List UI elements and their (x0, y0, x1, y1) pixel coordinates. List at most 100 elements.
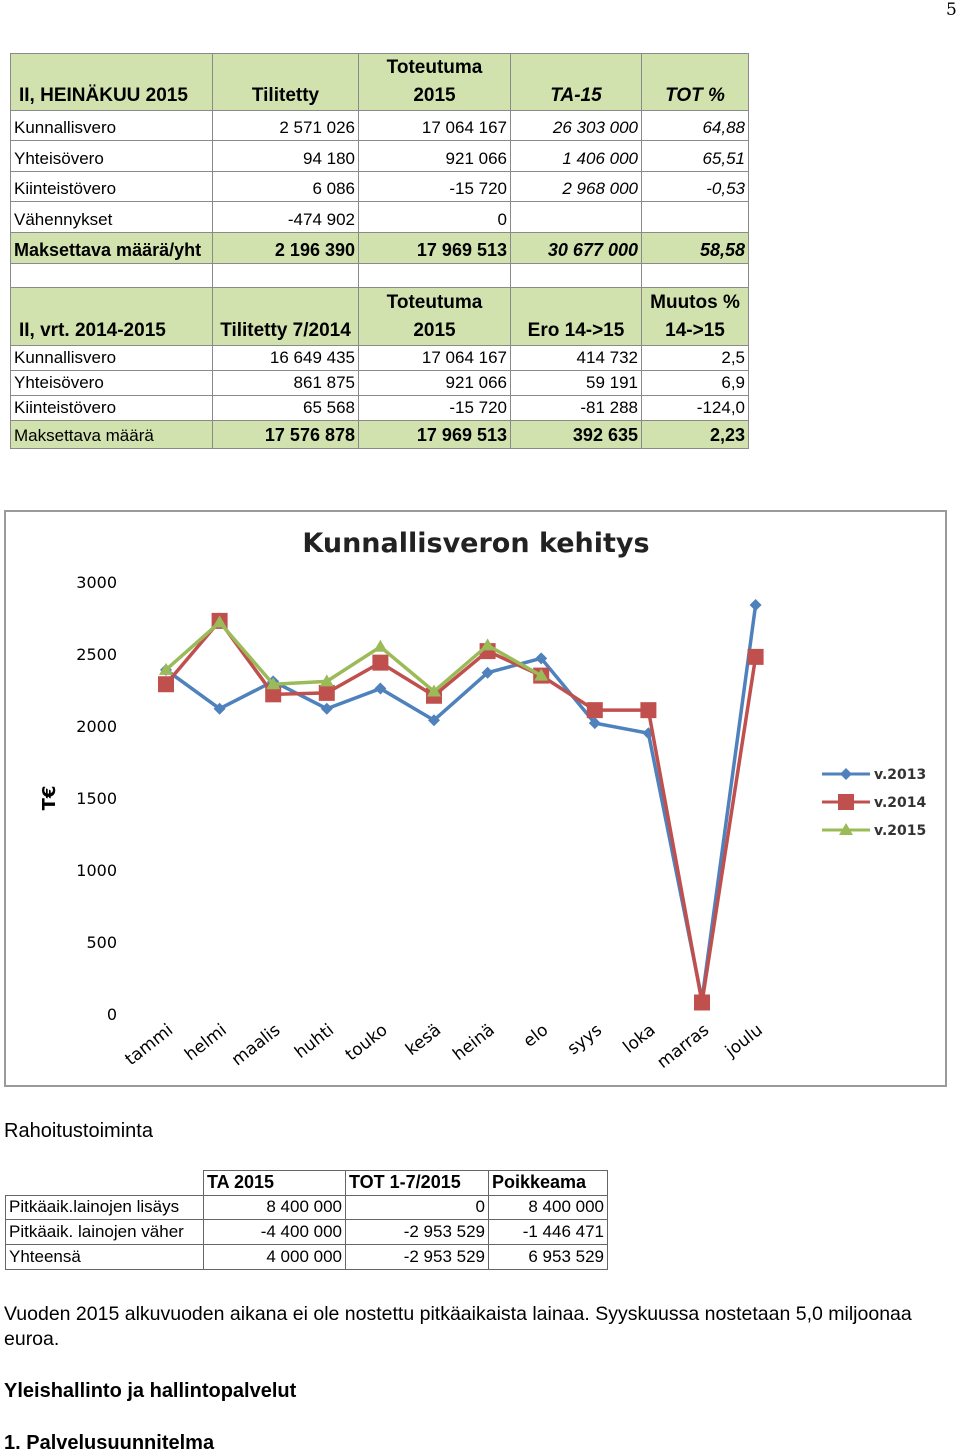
table-cell: 65 568 (212, 395, 359, 421)
table-cell: 392 635 (510, 420, 642, 449)
cell-text: 921 066 (445, 149, 507, 168)
table-cell: 6 086 (212, 171, 359, 202)
table-cell: Kiinteistövero (10, 395, 213, 421)
table-cell: 59 191 (510, 370, 642, 396)
marker (535, 652, 548, 665)
table-cell: 94 180 (212, 140, 359, 172)
marker (588, 717, 601, 730)
table-cell: 0 (358, 201, 511, 233)
cell-text: Vähennykset (14, 210, 113, 229)
cell-text: 17 576 878 (264, 425, 355, 445)
cell-text: Ero 14->15 (527, 320, 625, 341)
heading: 1. Palvelusuunnitelma (4, 1432, 215, 1454)
marker (428, 714, 440, 727)
marker (158, 676, 174, 693)
table-cell: 17 064 167 (358, 345, 511, 371)
marker (534, 668, 549, 681)
cell-text: TA 2015 (207, 1172, 275, 1192)
cell-text: 1 406 000 (562, 149, 638, 168)
marker (159, 662, 173, 675)
legend-marker (838, 794, 854, 810)
table-cell: 58,58 (641, 232, 749, 264)
table-cell: Vähennykset (10, 201, 213, 233)
y-axis-label: T€ (39, 786, 60, 811)
y-tick-label: 1500 (76, 789, 117, 808)
series-line (164, 604, 758, 1000)
table-cell: 8 400 000 (203, 1195, 346, 1220)
marker (374, 682, 387, 695)
legend-marker (840, 768, 852, 780)
cell-text: 6 086 (312, 179, 355, 198)
cell-text: Kiinteistövero (14, 179, 117, 198)
cell-text: 8 400 000 (528, 1197, 604, 1216)
cell-text: Toteutuma (386, 57, 483, 78)
cell-text: 17 969 513 (416, 240, 507, 260)
table-cell: 30 677 000 (510, 232, 642, 264)
table-cell: 921 066 (358, 370, 511, 396)
cell-text: 94 180 (303, 149, 355, 168)
cell-text: Yhteisövero (14, 149, 104, 168)
cell-text: 0 (475, 1197, 485, 1216)
table-cell (510, 201, 642, 233)
cell-text: Kiinteistövero (14, 398, 117, 417)
cell-text: 17 064 167 (421, 118, 507, 137)
table-cell: -474 902 (212, 201, 359, 233)
table-cell: 861 875 (212, 370, 359, 396)
header-cell: TA 2015 (203, 1170, 346, 1196)
series-line (164, 618, 758, 1003)
heading: Yleishallinto ja hallintopalvelut (4, 1380, 297, 1402)
spacer-cell (10, 263, 213, 288)
cell-text: -15 720 (449, 398, 507, 417)
spacer-cell (510, 263, 642, 288)
cell-text: 59 191 (586, 373, 638, 392)
marker (640, 702, 657, 719)
cell-text: 14->15 (665, 320, 725, 341)
table-cell: -4 400 000 (203, 1219, 346, 1245)
section-title: Rahoitustoiminta (4, 1120, 153, 1142)
cell-text: 2 571 026 (279, 118, 355, 137)
cell-text: 2015 (413, 85, 456, 106)
marker (265, 686, 282, 703)
cell-text: Yhteensä (9, 1247, 81, 1266)
spacer-cell (358, 263, 511, 288)
table-cell: 2 968 000 (510, 171, 642, 202)
table-cell: -2 953 529 (345, 1244, 489, 1270)
cell-text: 30 677 000 (547, 240, 638, 260)
table-cell: 17 576 878 (212, 420, 359, 449)
table-cell: 6,9 (641, 370, 749, 396)
marker (373, 639, 388, 652)
marker (694, 994, 710, 1011)
cell-text: 392 635 (572, 425, 638, 445)
marker (586, 702, 603, 719)
table-cell: 65,51 (641, 140, 749, 172)
cell-text: 921 066 (445, 373, 507, 392)
cell-text: II, vrt. 2014-2015 (19, 320, 166, 341)
table-cell: 4 000 000 (203, 1244, 346, 1270)
table-cell: -1 446 471 (488, 1219, 608, 1245)
header-cell: Toteutuma 2015 (358, 287, 511, 346)
header-cell: II, HEINÄKUU 2015 (10, 53, 213, 111)
cell-text: 65 568 (303, 398, 355, 417)
table-cell: 2,23 (641, 420, 749, 449)
table-cell: 1 406 000 (510, 140, 642, 172)
marker (480, 638, 495, 651)
table-cell: 921 066 (358, 140, 511, 172)
cell-text: 26 303 000 (552, 118, 638, 137)
cell-text: Maksettava määrä (14, 426, 154, 445)
cell-text: Pitkäaik. lainojen väher (9, 1222, 184, 1241)
marker (427, 684, 441, 697)
cell-text: 2 968 000 (562, 179, 638, 198)
cell-text: 17 064 167 (421, 348, 507, 367)
cell-text: 6 953 529 (528, 1247, 604, 1266)
marker (749, 599, 762, 612)
header-cell: Tilitetty 7/2014 (212, 287, 359, 346)
cell-text: Poikkeama (492, 1172, 587, 1192)
header-cell: Tilitetty (212, 53, 359, 111)
cell-text: Yhteisövero (14, 373, 104, 392)
table-cell: 0 (345, 1195, 489, 1220)
table-cell: -81 288 (510, 395, 642, 421)
chart-frame (4, 510, 947, 1087)
cell-text: -2 953 529 (403, 1247, 485, 1266)
cell-text: -474 902 (287, 210, 355, 229)
cell-text: Tilitetty 7/2014 (220, 320, 351, 341)
